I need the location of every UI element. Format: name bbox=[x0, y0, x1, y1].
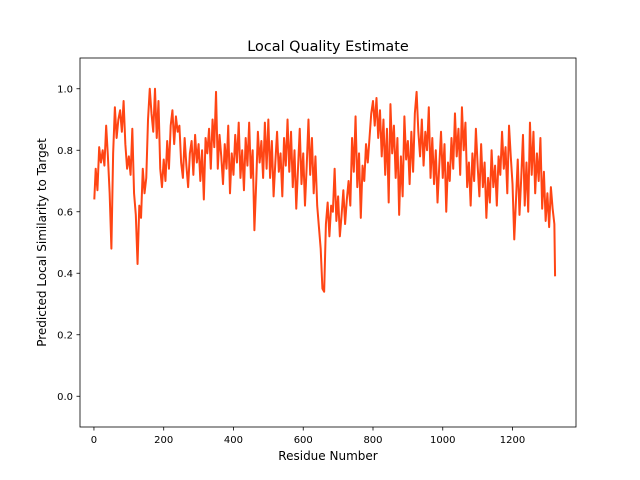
plot-frame bbox=[79, 57, 577, 428]
chart-title: Local Quality Estimate bbox=[247, 39, 409, 55]
x-tick-label: 400 bbox=[224, 435, 243, 446]
x-tick-label: 0 bbox=[91, 435, 97, 446]
x-tick-label: 600 bbox=[294, 435, 313, 446]
x-tick-label: 800 bbox=[363, 435, 382, 446]
x-axis-label: Residue Number bbox=[278, 449, 377, 463]
y-tick-label: 0.4 bbox=[57, 269, 73, 280]
y-tick-label: 0.8 bbox=[57, 146, 73, 157]
x-tick-label: 200 bbox=[154, 435, 173, 446]
y-tick-label: 0.2 bbox=[57, 330, 73, 341]
plot-area bbox=[79, 57, 577, 428]
y-tick-label: 0.6 bbox=[57, 207, 73, 218]
y-axis-ticks: 0.0 0.2 0.4 0.6 0.8 1.0 bbox=[57, 84, 80, 403]
y-axis-label: Predicted Local Similarity to Target bbox=[35, 138, 49, 347]
x-tick-label: 1000 bbox=[430, 435, 455, 446]
series-layer bbox=[93, 87, 557, 293]
y-tick-label: 0.0 bbox=[57, 392, 73, 403]
x-tick-label: 1200 bbox=[500, 435, 525, 446]
y-tick-label: 1.0 bbox=[57, 84, 73, 95]
x-axis-ticks: 0 200 400 600 800 1000 1200 bbox=[91, 427, 525, 446]
series-line-0 bbox=[93, 87, 557, 293]
